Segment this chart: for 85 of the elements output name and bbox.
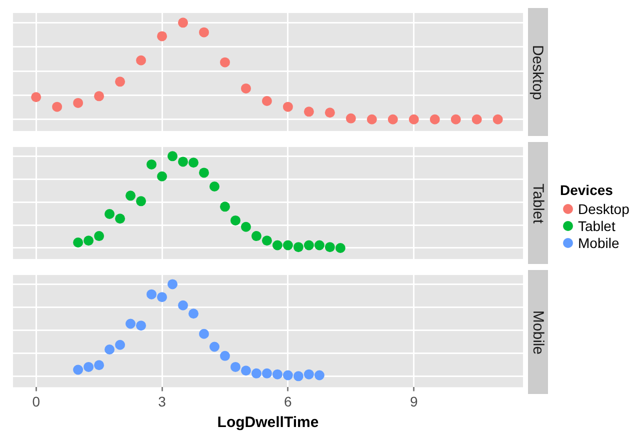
point — [84, 236, 94, 246]
point — [136, 55, 146, 66]
point — [104, 344, 115, 354]
point — [73, 98, 84, 108]
legend-label: Tablet — [578, 218, 616, 234]
point — [366, 114, 377, 124]
point — [126, 190, 136, 201]
point — [314, 240, 324, 250]
point — [31, 92, 42, 102]
point — [492, 114, 503, 124]
point — [115, 76, 126, 87]
point — [157, 31, 168, 42]
point — [282, 370, 293, 380]
point — [136, 196, 146, 206]
point — [198, 328, 209, 339]
legend-label: Desktop — [578, 200, 630, 216]
point — [240, 83, 251, 94]
point — [262, 236, 272, 246]
point — [314, 370, 324, 380]
point — [209, 342, 220, 352]
legend-title: Devices — [560, 182, 614, 198]
point — [157, 292, 168, 302]
point — [209, 181, 220, 192]
point — [230, 362, 240, 372]
x-tick-label: 9 — [410, 393, 418, 410]
point — [73, 364, 84, 375]
point — [104, 209, 115, 220]
x-tick-label: 3 — [158, 393, 166, 410]
point — [220, 202, 230, 212]
x-axis-title: LogDwellTime — [217, 414, 319, 432]
point — [324, 242, 335, 252]
point — [304, 240, 314, 250]
point — [251, 231, 262, 242]
point — [335, 242, 346, 253]
point — [178, 18, 188, 28]
point — [262, 368, 272, 378]
point — [346, 113, 356, 124]
point — [73, 237, 84, 248]
point — [240, 222, 251, 232]
point — [282, 240, 293, 250]
text: Mobile — [530, 310, 546, 354]
point — [251, 368, 262, 378]
point — [220, 57, 230, 68]
point — [94, 91, 104, 102]
point — [472, 114, 482, 124]
point — [115, 340, 126, 350]
point — [272, 369, 282, 380]
point — [115, 214, 126, 224]
point — [157, 171, 168, 182]
legend-label: Mobile — [578, 234, 620, 250]
point — [188, 158, 198, 168]
point — [262, 96, 272, 106]
point — [168, 151, 178, 162]
point — [146, 159, 157, 170]
x-tick-label: 0 — [32, 393, 40, 410]
point — [94, 360, 104, 370]
x-tick-label: 6 — [284, 393, 292, 410]
point — [324, 108, 335, 118]
point — [293, 242, 304, 252]
point — [126, 318, 136, 329]
point — [240, 366, 251, 376]
point — [146, 289, 157, 300]
text: Tablet — [530, 182, 546, 224]
point — [408, 114, 419, 124]
point — [272, 240, 282, 250]
point — [304, 369, 314, 380]
point — [198, 27, 209, 38]
point — [430, 114, 440, 124]
point — [220, 350, 230, 361]
point — [168, 279, 178, 290]
point — [198, 168, 209, 178]
point — [178, 156, 188, 167]
point — [136, 320, 146, 331]
point — [304, 106, 314, 117]
point — [450, 114, 461, 124]
point — [282, 102, 293, 112]
text: Desktop — [530, 44, 546, 100]
point — [84, 362, 94, 372]
point — [293, 371, 304, 382]
point — [388, 114, 398, 124]
point — [188, 308, 198, 319]
point — [230, 215, 240, 226]
point — [94, 231, 104, 242]
point — [52, 102, 62, 112]
point — [178, 300, 188, 310]
